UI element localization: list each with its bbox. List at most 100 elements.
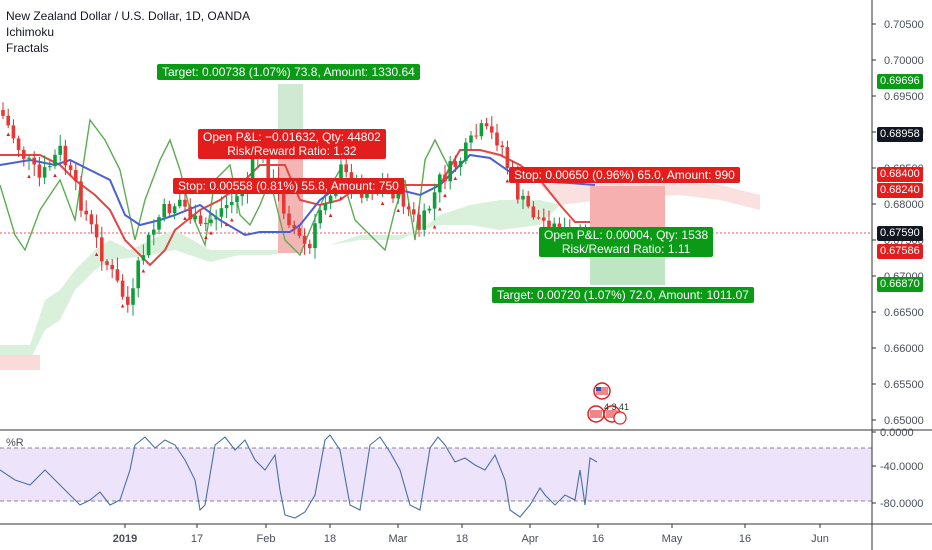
candle-body[interactable]	[178, 199, 182, 207]
candle-body[interactable]	[131, 288, 135, 305]
candle-body[interactable]	[58, 145, 62, 155]
candle-body[interactable]	[406, 206, 411, 210]
candle-body[interactable]	[48, 166, 52, 168]
candle-body[interactable]	[266, 152, 270, 179]
candle-body[interactable]	[141, 255, 146, 261]
candle-body[interactable]	[89, 214, 94, 225]
candle-body[interactable]	[63, 145, 68, 166]
us-flag-event-icon[interactable]	[593, 382, 611, 400]
candle-body[interactable]	[542, 217, 546, 221]
candle-body[interactable]	[344, 164, 348, 173]
candle-body[interactable]	[417, 214, 421, 230]
osc-axis[interactable]: 0.0000 -40.0000 -80.0000	[872, 427, 923, 510]
candle-body[interactable]	[308, 243, 312, 249]
long-pnl-label[interactable]: Open P&L: −0.01632, Qty: 44802 Risk/Rewa…	[198, 129, 386, 159]
candle-body[interactable]	[120, 280, 125, 297]
candle-body[interactable]	[490, 126, 494, 133]
indicator-ichimoku[interactable]: Ichimoku	[6, 25, 55, 39]
candle-body[interactable]	[526, 195, 530, 207]
candle-body[interactable]	[209, 219, 213, 224]
price-axis[interactable]: 0.705000.700000.695000.690000.685000.680…	[872, 19, 924, 427]
candle-body[interactable]	[516, 174, 520, 200]
candle-body[interactable]	[79, 181, 83, 211]
candle-body[interactable]	[68, 165, 73, 170]
candle-body[interactable]	[84, 210, 88, 215]
candle-body[interactable]	[136, 260, 140, 289]
main-pane[interactable]	[0, 0, 872, 430]
candle-body[interactable]	[422, 210, 426, 230]
candle-body[interactable]	[214, 216, 218, 220]
candle-body[interactable]	[198, 215, 203, 224]
candle-body[interactable]	[157, 217, 161, 230]
us-flag-event-icon[interactable]	[587, 405, 627, 425]
long-stop-label[interactable]: Stop: 0.00558 (0.81%) 55.8, Amount: 750	[173, 178, 404, 194]
candle-body[interactable]	[484, 123, 489, 127]
candle-body[interactable]	[74, 169, 78, 182]
long-target-label[interactable]: Target: 0.00738 (1.07%) 73.8, Amount: 13…	[157, 64, 420, 80]
candle-body[interactable]	[313, 223, 317, 249]
candle-body[interactable]	[479, 123, 484, 137]
symbol-title[interactable]: New Zealand Dollar / U.S. Dollar, 1D, OA…	[6, 9, 251, 23]
candle-body[interactable]	[458, 160, 463, 167]
candle-body[interactable]	[282, 192, 286, 214]
candle-body[interactable]	[469, 135, 473, 143]
candle-body[interactable]	[531, 206, 536, 218]
candle-body[interactable]	[162, 204, 166, 218]
short-stop-label[interactable]: Stop: 0.00650 (0.96%) 65.0, Amount: 990	[509, 167, 740, 183]
indicator-fractals[interactable]: Fractals	[6, 41, 49, 55]
candle-body[interactable]	[438, 174, 442, 193]
candle-body[interactable]	[37, 164, 42, 178]
candle-body[interactable]	[292, 225, 296, 229]
candle-body[interactable]	[115, 269, 120, 281]
candle-body[interactable]	[453, 161, 458, 167]
candle-body[interactable]	[219, 208, 224, 217]
candle-body[interactable]	[464, 142, 468, 161]
candle-body[interactable]	[448, 161, 452, 182]
candle-body[interactable]	[167, 204, 172, 214]
candle-body[interactable]	[32, 157, 36, 165]
candle-body[interactable]	[536, 217, 541, 219]
short-stop-zone[interactable]	[590, 186, 665, 233]
candle-body[interactable]	[188, 206, 192, 220]
candle-body[interactable]	[230, 201, 234, 206]
candle-body[interactable]	[495, 132, 499, 146]
candle-body[interactable]	[323, 203, 328, 211]
candle-body[interactable]	[146, 234, 151, 256]
candle-body[interactable]	[152, 229, 156, 235]
candle-body[interactable]	[224, 205, 229, 209]
candle-body[interactable]	[521, 195, 525, 200]
candle-body[interactable]	[328, 195, 333, 204]
candle-body[interactable]	[1, 110, 5, 116]
candle-body[interactable]	[443, 174, 447, 182]
candle-body[interactable]	[193, 215, 198, 220]
candle-body[interactable]	[204, 223, 208, 225]
candle-body[interactable]	[100, 237, 104, 262]
candle-body[interactable]	[412, 209, 416, 215]
time-axis[interactable]: 2019 17 Feb 18 Mar 18 Apr 16 May 16 Jun	[113, 524, 829, 545]
candle-body[interactable]	[126, 296, 130, 305]
candle-body[interactable]	[339, 164, 343, 184]
candle-body[interactable]	[235, 196, 239, 202]
candle-body[interactable]	[505, 147, 510, 168]
candle-body[interactable]	[53, 154, 57, 167]
long-stop-zone[interactable]	[278, 156, 303, 253]
candle-body[interactable]	[16, 138, 21, 151]
candle-body[interactable]	[22, 150, 26, 159]
candle-body[interactable]	[287, 213, 291, 226]
candle-body[interactable]	[318, 210, 322, 224]
candle-body[interactable]	[427, 208, 432, 211]
candle-body[interactable]	[105, 261, 109, 265]
candle-body[interactable]	[474, 135, 478, 137]
candle-body[interactable]	[172, 206, 177, 214]
candle-body[interactable]	[250, 158, 255, 179]
candle-body[interactable]	[94, 224, 99, 238]
candle-body[interactable]	[297, 228, 302, 236]
candle-body[interactable]	[6, 115, 10, 126]
candle-body[interactable]	[401, 186, 406, 207]
candle-body[interactable]	[240, 192, 244, 197]
short-pnl-label[interactable]: Open P&L: 0.00004, Qty: 1538 Risk/Reward…	[539, 227, 714, 257]
candle-body[interactable]	[432, 192, 437, 209]
candle-body[interactable]	[110, 264, 114, 270]
candle-body[interactable]	[302, 235, 307, 244]
